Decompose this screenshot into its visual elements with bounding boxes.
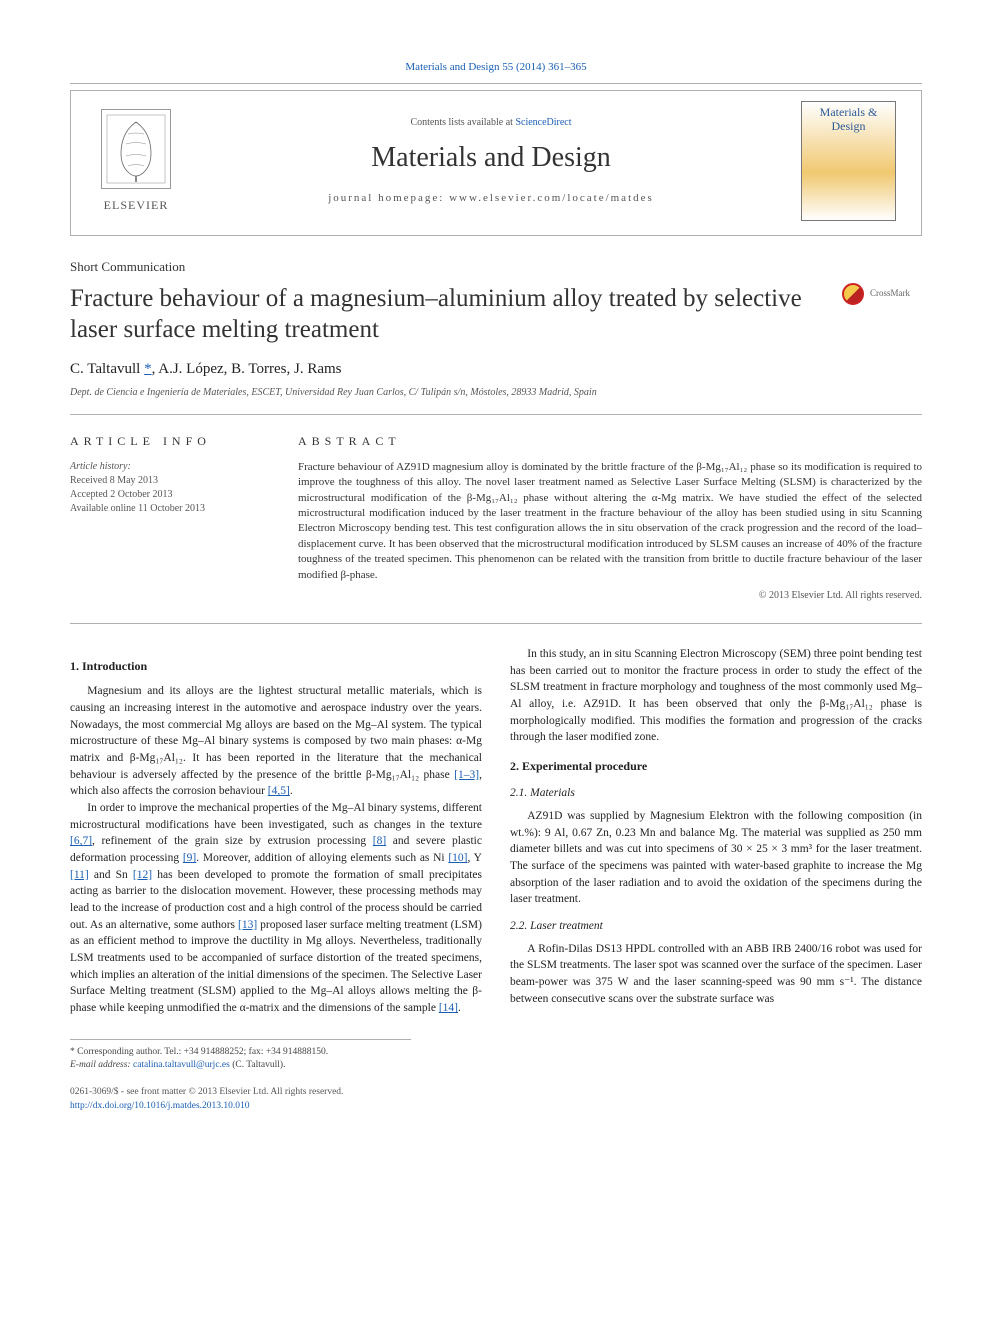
s2-1-p: AZ91D was supplied by Magnesium Elektron… [510,808,922,908]
ref-1-3[interactable]: [1–3] [454,769,479,781]
elsevier-label: ELSEVIER [104,197,169,214]
ref-8[interactable]: [8] [373,835,386,847]
crossmark-label: CrossMark [870,287,910,300]
ref-13[interactable]: [13] [238,919,257,931]
article-type: Short Communication [70,258,922,276]
ref-4-5[interactable]: [4,5] [268,785,290,797]
text: . [290,785,293,797]
article-title: Fracture behaviour of a magnesium–alumin… [70,283,822,346]
ref-11[interactable]: [11] [70,869,89,881]
divider [70,83,922,84]
section-1-heading: 1. Introduction [70,658,482,675]
journal-homepage: journal homepage: www.elsevier.com/locat… [201,191,781,206]
author-1: C. Taltavull [70,361,140,377]
text: In order to improve the mechanical prope… [70,802,482,831]
text: . [458,1002,461,1014]
doi-link[interactable]: http://dx.doi.org/10.1016/j.matdes.2013.… [70,1101,250,1111]
section-2-2-heading: 2.2. Laser treatment [510,918,922,935]
contents-prefix: Contents lists available at [410,117,515,128]
affiliation: Dept. de Ciencia e Ingeniería de Materia… [70,386,922,400]
abstract-heading: ABSTRACT [298,433,922,450]
crossmark-badge[interactable]: CrossMark [842,283,922,305]
email-link[interactable]: catalina.taltavull@urjc.es [133,1060,230,1070]
ref-9[interactable]: [9] [183,852,196,864]
history-label: Article history: [70,460,270,474]
issn-line: 0261-3069/$ - see front matter © 2013 El… [70,1086,343,1099]
sciencedirect-link[interactable]: ScienceDirect [515,117,571,128]
corresponding-star[interactable]: * [144,361,152,377]
top-citation: Materials and Design 55 (2014) 361–365 [70,60,922,75]
authors: C. Taltavull *, A.J. López, B. Torres, J… [70,359,922,380]
article-history: Article history: Received 8 May 2013 Acc… [70,460,270,516]
footnote-line1: * Corresponding author. Tel.: +34 914888… [70,1046,922,1059]
elsevier-tree-icon [101,109,171,189]
text: , refinement of the grain size by extrus… [92,835,373,847]
s2-2-p: A Rofin-Dilas DS13 HPDL controlled with … [510,941,922,1008]
crossmark-icon [842,283,864,305]
authors-rest: , A.J. López, B. Torres, J. Rams [152,361,342,377]
ref-14[interactable]: [14] [439,1002,458,1014]
body-columns: 1. Introduction Magnesium and its alloys… [70,646,922,1017]
abstract-text: Fracture behaviour of AZ91D magnesium al… [298,460,922,583]
ref-6-7[interactable]: [6,7] [70,835,92,847]
history-accepted: Accepted 2 October 2013 [70,488,270,502]
article-info-heading: ARTICLE INFO [70,433,270,450]
s1-p1: Magnesium and its alloys are the lightes… [70,683,482,800]
ref-12[interactable]: [12] [133,869,152,881]
footnote-separator [70,1039,411,1040]
text: proposed laser surface melting treatment… [70,919,482,1014]
text: and Sn [89,869,133,881]
history-received: Received 8 May 2013 [70,474,270,488]
cover-title: Materials & Design [806,106,891,132]
email-label: E-mail address: [70,1060,133,1070]
journal-name: Materials and Design [201,138,781,177]
journal-header: ELSEVIER Contents lists available at Sci… [70,90,922,236]
text: , Y [468,852,482,864]
s1-p3: In this study, an in situ Scanning Elect… [510,646,922,746]
text: . Moreover, addition of alloying element… [196,852,448,864]
email-paren: (C. Taltavull). [230,1060,286,1070]
section-2-1-heading: 2.1. Materials [510,785,922,802]
s1-p2: In order to improve the mechanical prope… [70,800,482,1017]
journal-cover-thumb: Materials & Design [801,101,896,221]
ref-10[interactable]: [10] [448,852,467,864]
section-2-heading: 2. Experimental procedure [510,758,922,775]
text: Magnesium and its alloys are the lightes… [70,685,482,780]
history-online: Available online 11 October 2013 [70,502,270,516]
contents-available: Contents lists available at ScienceDirec… [201,116,781,130]
abstract-copyright: © 2013 Elsevier Ltd. All rights reserved… [298,589,922,603]
corresponding-footnote: * Corresponding author. Tel.: +34 914888… [70,1046,922,1073]
